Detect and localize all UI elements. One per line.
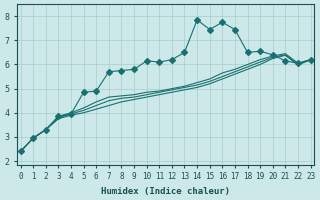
X-axis label: Humidex (Indice chaleur): Humidex (Indice chaleur): [101, 187, 230, 196]
